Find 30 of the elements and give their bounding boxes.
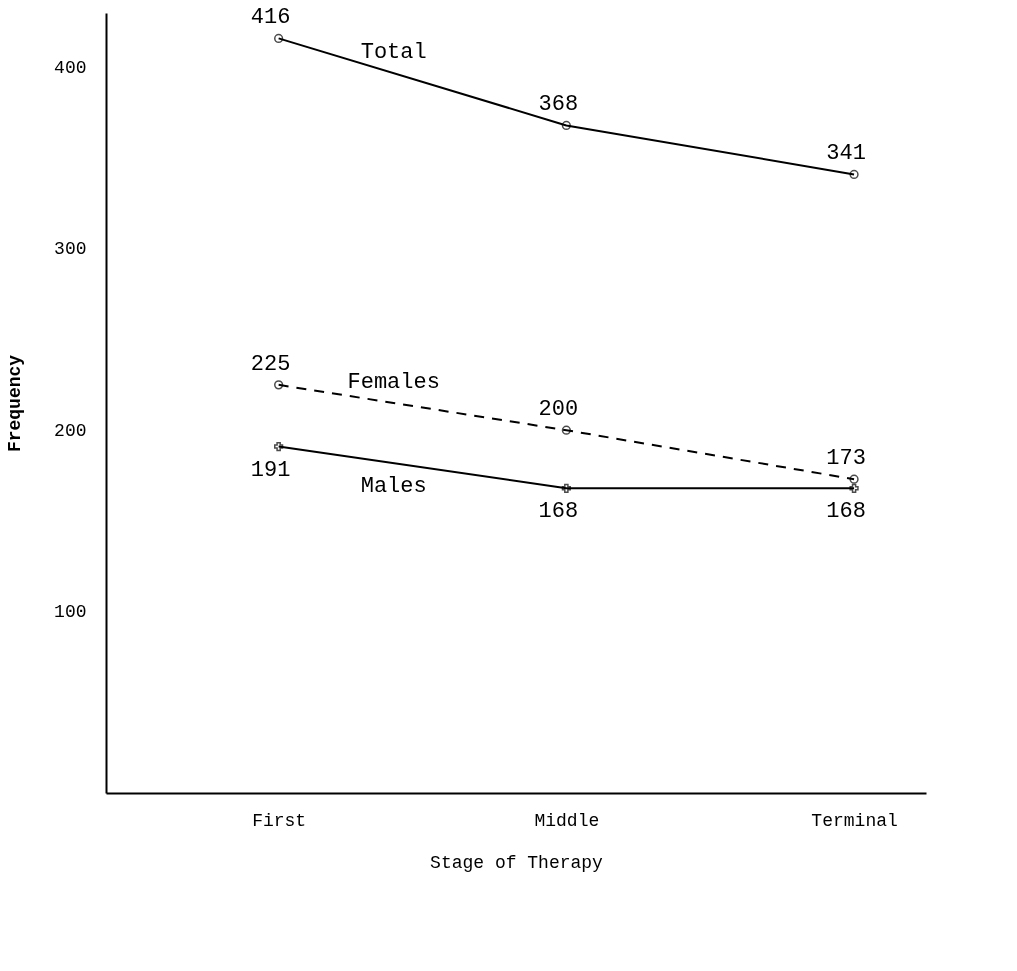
y-tick-label: 300 <box>54 239 87 260</box>
point <box>561 120 571 131</box>
series-label: Total <box>360 40 427 66</box>
data-label: 200 <box>538 397 579 423</box>
data-label: 168 <box>826 499 866 525</box>
point <box>274 380 284 390</box>
data-label: 341 <box>826 141 866 167</box>
data-label: 416 <box>250 5 291 31</box>
data-label: 225 <box>250 351 291 377</box>
point <box>849 474 859 484</box>
point <box>849 483 859 493</box>
y-axis-title: Frequency <box>5 354 26 453</box>
point <box>561 483 571 493</box>
x-tick-label: First <box>252 810 307 831</box>
series-label: Males <box>360 474 427 500</box>
data-label: 191 <box>250 457 291 483</box>
point <box>849 169 859 180</box>
data-label: 173 <box>826 446 866 472</box>
x-tick-label: Terminal <box>811 810 898 831</box>
data-label: 368 <box>538 92 579 118</box>
point <box>561 425 571 435</box>
y-tick-label: 400 <box>54 57 87 78</box>
x-axis-title: Stage of Therapy <box>430 852 604 873</box>
y-tick-label: 100 <box>54 602 87 623</box>
data-label: 168 <box>538 499 579 525</box>
series-label: Females <box>347 370 440 395</box>
point <box>274 441 284 452</box>
y-tick-label: 200 <box>54 420 87 441</box>
x-tick-label: Middle <box>534 810 600 831</box>
point <box>274 33 284 44</box>
